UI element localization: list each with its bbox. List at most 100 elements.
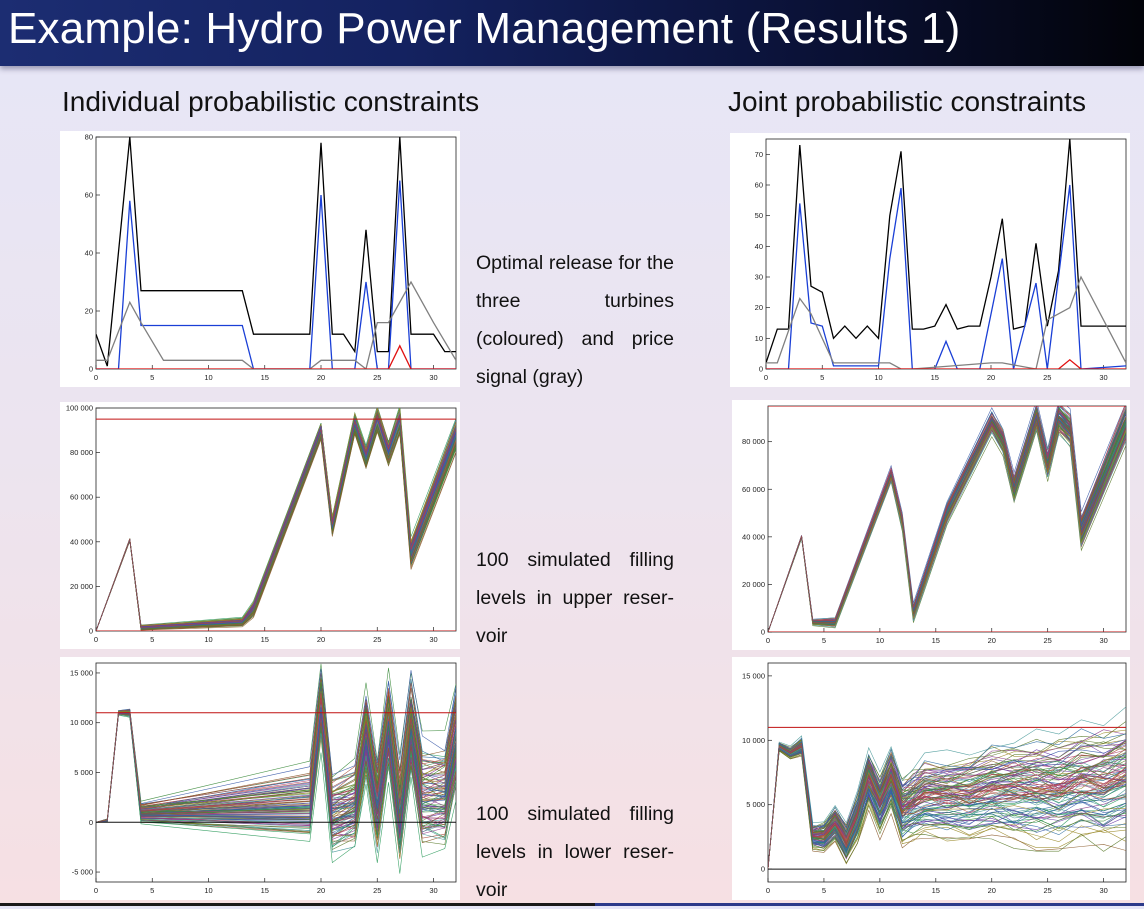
simulated-path (96, 679, 456, 823)
x-tick-label: 10 (876, 886, 884, 895)
simulated-path (96, 713, 456, 837)
chart-right-lower-reservoir: 0 5 10 15 20 25 30 0 5 000 10 000 15 000 (732, 657, 1130, 900)
y-tick-label: 80 000 (70, 448, 93, 457)
y-tick-label: 40 (85, 249, 93, 258)
series-line (96, 137, 456, 367)
x-tick-label: 30 (1099, 636, 1107, 645)
simulated-path (768, 739, 1126, 870)
simulated-path (96, 668, 456, 823)
x-tick-label: 20 (988, 636, 996, 645)
simulated-path (768, 413, 1126, 632)
series-line (766, 358, 1126, 369)
y-tick-label: 20 (85, 307, 93, 316)
simulated-path (768, 416, 1126, 632)
x-tick-label: 20 (988, 886, 996, 895)
y-tick-label: 40 000 (742, 532, 765, 541)
x-tick-label: 0 (94, 886, 98, 895)
chart-left-release: 0 5 10 15 20 25 30 0 20 40 60 80 (60, 131, 460, 387)
x-tick-label: 10 (204, 886, 212, 895)
x-tick-label: 25 (373, 373, 381, 382)
y-tick-label: 70 (755, 150, 763, 159)
simulated-path (768, 749, 1126, 870)
x-tick-label: 0 (764, 373, 768, 382)
simulated-path (768, 747, 1126, 870)
description-upper-reservoir: 100 simulated filling levels in upper re… (476, 549, 674, 647)
simulated-path (96, 417, 456, 631)
x-tick-label: 20 (317, 373, 325, 382)
x-tick-label: 0 (94, 373, 98, 382)
y-tick-label: 30 (755, 273, 763, 282)
x-tick-label: 10 (204, 635, 212, 644)
y-tick-label: 0 (761, 628, 765, 637)
x-tick-label: 15 (932, 886, 940, 895)
simulated-path (768, 749, 1126, 870)
x-tick-label: 25 (373, 635, 381, 644)
x-tick-label: 0 (94, 635, 98, 644)
chart-svg: 0 5 10 15 20 25 30 0 20 000 40 000 60 000 80 000 (742, 405, 1127, 645)
x-tick-label: 25 (1043, 373, 1051, 382)
simulated-path (96, 707, 456, 834)
y-tick-label: 5 000 (74, 768, 93, 777)
x-tick-label: 5 (822, 636, 826, 645)
y-tick-label: 0 (759, 365, 763, 374)
simulated-path (96, 423, 456, 631)
y-tick-label: 0 (89, 818, 93, 827)
x-tick-label: 25 (1044, 886, 1052, 895)
plot-frame (767, 662, 1127, 883)
y-tick-label: 60 (85, 191, 93, 200)
simulated-path (768, 413, 1126, 632)
simulated-path (96, 714, 456, 854)
y-tick-label: 100 000 (66, 404, 93, 413)
x-tick-label: 15 (261, 886, 269, 895)
x-tick-label: 30 (429, 635, 437, 644)
x-tick-label: 5 (150, 886, 154, 895)
simulated-path (768, 728, 1126, 870)
x-tick-label: 25 (373, 886, 381, 895)
simulated-path (768, 747, 1126, 870)
description-lower-reservoir: 100 simulated filling levels in lower re… (476, 803, 674, 901)
simulated-path (768, 428, 1126, 632)
y-tick-label: 40 (755, 242, 763, 251)
y-tick-label: 10 (755, 334, 763, 343)
simulated-path (768, 706, 1126, 870)
series-line (96, 344, 456, 369)
x-tick-label: 10 (874, 373, 882, 382)
series-line (96, 180, 456, 369)
x-tick-label: 5 (820, 373, 824, 382)
x-tick-label: 30 (1099, 886, 1107, 895)
y-tick-label: 20 (755, 303, 763, 312)
x-tick-label: 30 (1099, 373, 1107, 382)
x-tick-label: 5 (150, 635, 154, 644)
x-tick-label: 30 (429, 373, 437, 382)
series-line (766, 184, 1126, 369)
simulated-path (96, 408, 456, 631)
simulated-path (768, 747, 1126, 870)
chart-svg: 0 5 10 15 20 25 30 0 5 000 10 000 15 000 (742, 662, 1127, 895)
footer-line (0, 903, 1144, 906)
heading-individual-constraints: Individual probabilistic constraints (62, 86, 480, 117)
x-tick-label: 10 (876, 636, 884, 645)
simulated-path (768, 747, 1126, 870)
y-tick-label: 0 (89, 365, 93, 374)
x-tick-label: 20 (987, 373, 995, 382)
simulated-path (96, 431, 456, 631)
y-tick-label: 15 000 (70, 668, 93, 677)
simulated-path (768, 425, 1126, 632)
series-line (766, 139, 1126, 364)
series-line (96, 280, 456, 369)
y-tick-label: 20 000 (70, 582, 93, 591)
simulated-path (768, 429, 1126, 632)
y-tick-label: 10 000 (70, 718, 93, 727)
y-tick-label: 60 000 (70, 493, 93, 502)
description-release: Optimal release for the three turbines (… (476, 252, 674, 388)
simulated-path (768, 406, 1126, 632)
simulated-path (768, 747, 1126, 870)
simulated-path (96, 427, 456, 631)
chart-right-upper-reservoir: 0 5 10 15 20 25 30 0 20 000 40 000 60 000 80 000 (732, 400, 1130, 650)
simulated-path (768, 409, 1126, 632)
y-tick-label: 5 000 (746, 800, 765, 809)
chart-svg: 0 5 10 15 20 25 30 0 10 20 30 40 50 60 70 (755, 138, 1127, 382)
simulated-path (96, 415, 456, 631)
chart-svg: 0 5 10 15 20 25 30 0 20 40 60 80 (85, 133, 457, 382)
x-tick-label: 5 (150, 373, 154, 382)
